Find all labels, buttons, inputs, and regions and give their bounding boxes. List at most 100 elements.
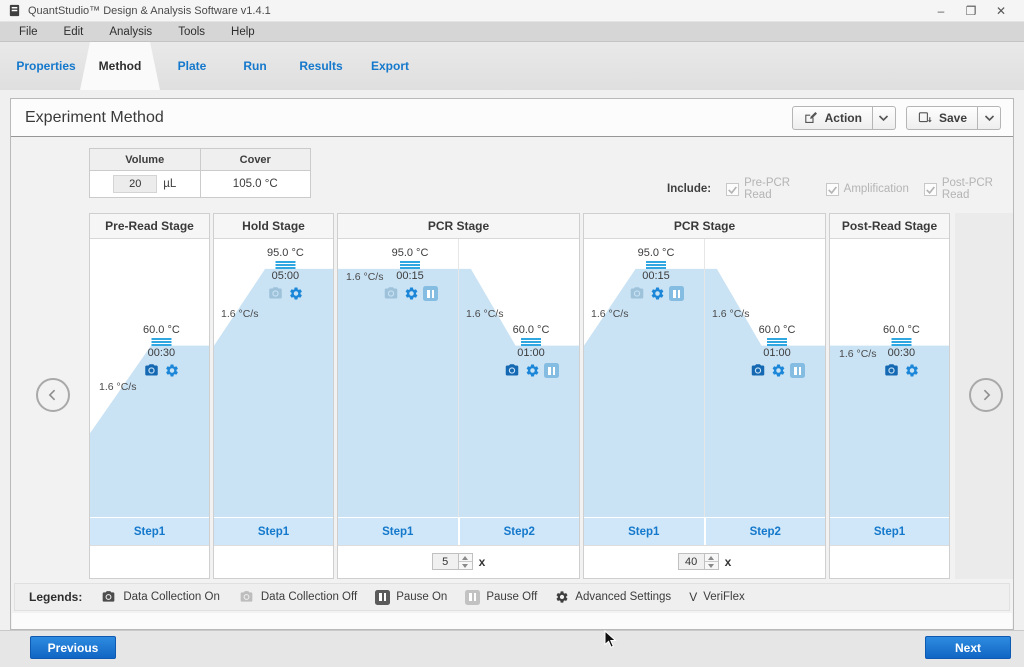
- step-label[interactable]: Step1: [873, 525, 906, 538]
- temperature-profile: [459, 268, 579, 517]
- ramp-rate-label[interactable]: 1.6 °C/s: [712, 308, 750, 320]
- menu-analysis[interactable]: Analysis: [109, 25, 153, 38]
- data-collection-on-icon[interactable]: [749, 363, 767, 378]
- cycle-count-stepper[interactable]: [704, 553, 719, 570]
- tab-export[interactable]: Export: [370, 59, 409, 73]
- advanced-settings-gear-icon[interactable]: [771, 363, 786, 378]
- cycles-row: [214, 545, 333, 577]
- action-dropdown-button[interactable]: [872, 106, 896, 130]
- step-temperature[interactable]: 60.0 °C: [512, 324, 550, 336]
- advanced-settings-gear-icon[interactable]: [404, 286, 419, 301]
- action-button[interactable]: Action: [791, 106, 873, 130]
- step-label[interactable]: Step1: [133, 525, 166, 538]
- step-time[interactable]: 01:00: [517, 347, 545, 359]
- step-time[interactable]: 00:30: [887, 347, 916, 359]
- step-temperature[interactable]: 60.0 °C: [882, 324, 920, 336]
- step-temperature[interactable]: 60.0 °C: [758, 324, 796, 336]
- checkbox-icon: [923, 182, 937, 196]
- step-time[interactable]: 00:30: [147, 347, 176, 359]
- cover-temperature-value[interactable]: 105.0 °C: [200, 171, 311, 198]
- panel-body: Volume Cover 20 µL 105.0 °C Include: Pre…: [11, 137, 1013, 630]
- ramp-rate-label[interactable]: 1.6 °C/s: [99, 381, 137, 393]
- minimize-button[interactable]: –: [937, 3, 945, 18]
- step-label[interactable]: Step1: [628, 525, 660, 538]
- step-temperature[interactable]: 95.0 °C: [266, 247, 304, 259]
- chevron-right-icon: [983, 389, 991, 401]
- step-temperature[interactable]: 95.0 °C: [637, 247, 675, 259]
- menu-help[interactable]: Help: [231, 25, 255, 38]
- step-temperature[interactable]: 95.0 °C: [391, 247, 429, 259]
- step-label[interactable]: Step1: [382, 525, 414, 538]
- step-time[interactable]: 05:00: [271, 270, 300, 282]
- legend-label: VeriFlex: [703, 591, 745, 603]
- next-button[interactable]: Next: [925, 636, 1011, 659]
- step-time[interactable]: 00:15: [642, 270, 670, 282]
- tab-plate[interactable]: Plate: [177, 59, 207, 73]
- data-collection-on-icon[interactable]: [143, 363, 161, 378]
- data-collection-off-icon[interactable]: [382, 286, 400, 301]
- ramp-rate-label[interactable]: 1.6 °C/s: [221, 308, 259, 320]
- advanced-settings-gear-icon[interactable]: [525, 363, 540, 378]
- temperature-profile: [584, 268, 704, 517]
- plateau-indicator-icon: [521, 338, 541, 346]
- checkbox-label: Amplification: [843, 183, 909, 195]
- advanced-settings-gear-icon[interactable]: [905, 363, 920, 378]
- checkbox-icon: [825, 182, 839, 196]
- step-time[interactable]: 00:15: [396, 270, 424, 282]
- tab-run[interactable]: Run: [243, 59, 267, 73]
- legends-bar: Legends: Data Collection On Data Collect…: [14, 583, 1010, 611]
- cycles-multiplier-label: x: [724, 554, 732, 569]
- legend-data-collection-on: Data Collection On: [100, 590, 220, 604]
- step-label[interactable]: Step1: [257, 525, 290, 538]
- tab-results[interactable]: Results: [299, 59, 343, 73]
- scroll-left-button[interactable]: [36, 378, 70, 412]
- save-icon: [918, 112, 932, 123]
- step-label[interactable]: Step2: [703, 518, 826, 545]
- tab-properties[interactable]: Properties: [16, 59, 76, 73]
- stage-title: Hold Stage: [214, 214, 333, 239]
- data-collection-on-icon[interactable]: [503, 363, 521, 378]
- previous-button[interactable]: Previous: [30, 636, 116, 659]
- advanced-settings-gear-icon[interactable]: [650, 286, 665, 301]
- stage-pcr-2: PCR Stage 1.6 °C/s 95.0 °C 00:15: [583, 213, 826, 579]
- step-temperature[interactable]: 60.0 °C: [142, 324, 180, 336]
- app-icon: [9, 4, 20, 17]
- temperature-profile: [214, 268, 333, 517]
- step-time[interactable]: 01:00: [763, 347, 791, 359]
- pause-off-icon[interactable]: [423, 286, 438, 301]
- plateau-indicator-icon: [151, 338, 172, 346]
- step-cell: 1.6 °C/s 60.0 °C 01:00: [458, 239, 579, 517]
- ramp-rate-label[interactable]: 1.6 °C/s: [466, 308, 504, 320]
- data-collection-on-icon[interactable]: [883, 363, 901, 378]
- menu-edit[interactable]: Edit: [63, 25, 84, 38]
- tab-method[interactable]: Method: [80, 42, 160, 90]
- step-label[interactable]: Step2: [457, 518, 580, 545]
- pause-off-icon[interactable]: [790, 363, 805, 378]
- scroll-right-button[interactable]: [969, 378, 1003, 412]
- mouse-cursor: [604, 630, 617, 648]
- advanced-settings-gear-icon[interactable]: [289, 286, 304, 301]
- save-button[interactable]: Save: [905, 106, 978, 130]
- temperature-profile: [338, 268, 458, 517]
- ramp-rate-label[interactable]: 1.6 °C/s: [346, 271, 384, 283]
- ramp-rate-label[interactable]: 1.6 °C/s: [591, 308, 629, 320]
- temperature-profile: [830, 345, 949, 517]
- cycle-count-input[interactable]: 5: [431, 553, 459, 570]
- menu-file[interactable]: File: [19, 25, 38, 38]
- checkbox-icon: [726, 182, 740, 196]
- ramp-rate-label[interactable]: 1.6 °C/s: [839, 348, 877, 360]
- maximize-button[interactable]: ❐: [965, 3, 977, 18]
- pause-off-icon[interactable]: [669, 286, 684, 301]
- cycle-count-stepper[interactable]: [458, 553, 473, 570]
- save-dropdown-button[interactable]: [978, 106, 1001, 130]
- close-button[interactable]: ✕: [995, 3, 1007, 18]
- data-collection-off-icon[interactable]: [628, 286, 646, 301]
- menu-tools[interactable]: Tools: [178, 25, 206, 38]
- data-collection-off-icon[interactable]: [267, 286, 285, 301]
- save-button-label: Save: [938, 111, 967, 125]
- volume-input[interactable]: 20: [113, 175, 158, 193]
- cycle-count-input[interactable]: 40: [677, 553, 705, 570]
- advanced-settings-gear-icon[interactable]: [165, 363, 180, 378]
- pause-on-icon: [375, 589, 391, 605]
- pause-off-icon[interactable]: [544, 363, 559, 378]
